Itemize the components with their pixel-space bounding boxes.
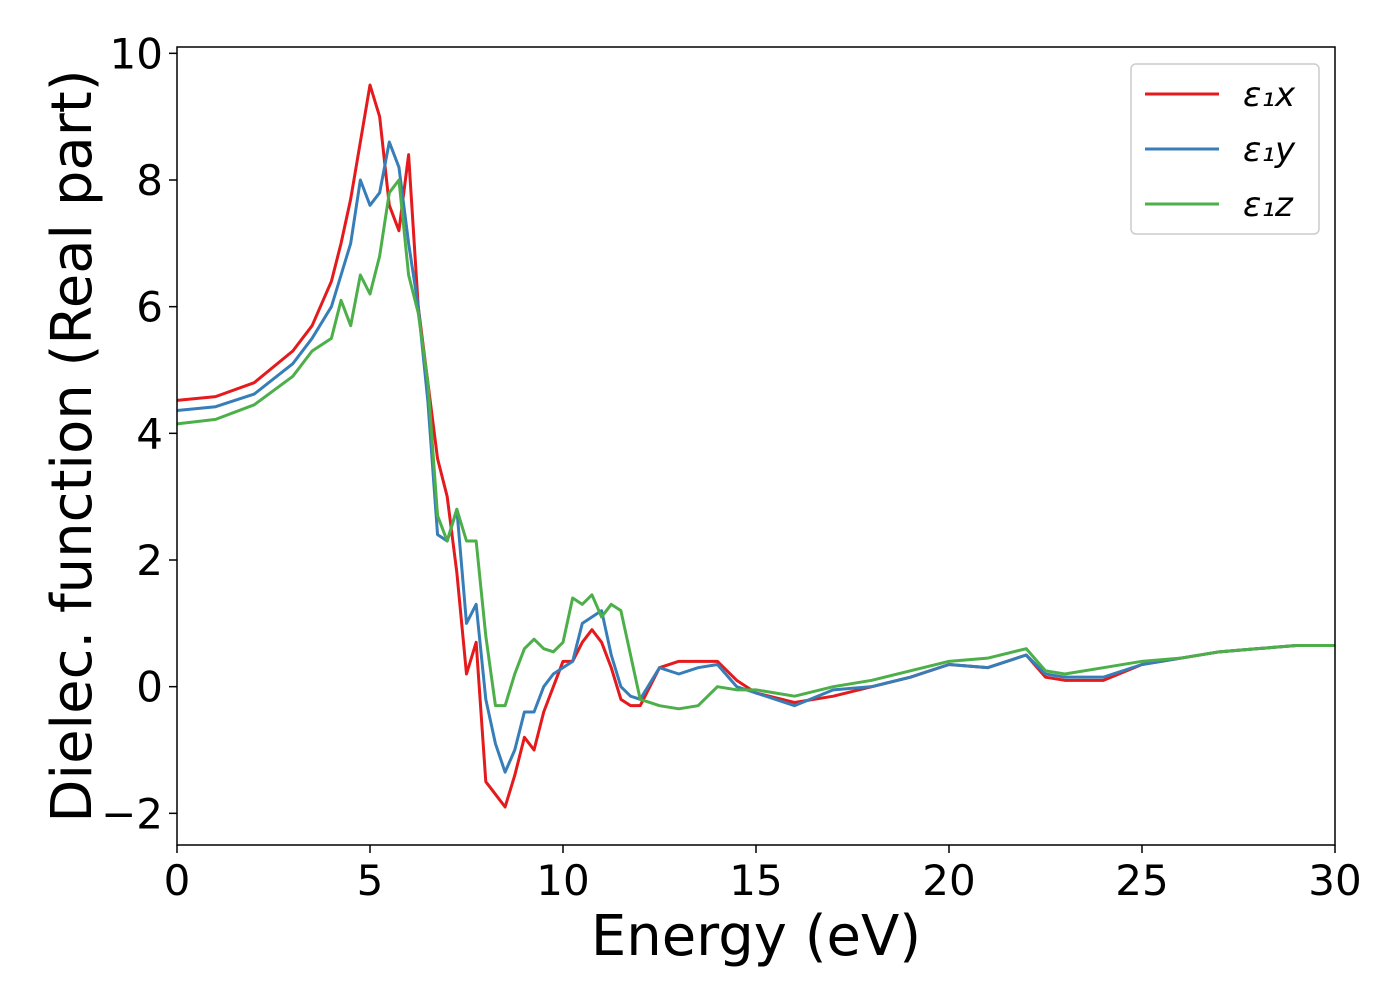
x-tick-label: 15 [729,856,782,905]
legend-label: ε₁x [1243,75,1296,115]
legend-label: ε₁y [1243,130,1296,170]
x-tick-label: 30 [1308,856,1361,905]
x-tick-label: 10 [536,856,589,905]
y-tick-label: −2 [101,789,163,838]
x-tick-label: 25 [1115,856,1168,905]
y-tick-label: 8 [136,156,163,205]
x-axis-label: Energy (eV) [591,904,921,969]
y-tick-label: 2 [136,536,163,585]
data-line [177,178,1335,711]
y-tick-label: 4 [136,409,163,458]
data-line [177,140,1335,774]
legend-label: ε₁z [1243,185,1294,225]
legend-box [1130,63,1320,235]
x-tick-label: 20 [922,856,975,905]
y-tick-label: 0 [136,663,163,712]
y-axis-label: Dielec. function (Real part) [40,69,105,822]
x-tick-label: 0 [164,856,191,905]
y-tick-label: 10 [110,29,163,78]
plot-frame [176,46,1336,846]
y-tick-label: 6 [136,283,163,332]
x-tick-label: 5 [357,856,384,905]
